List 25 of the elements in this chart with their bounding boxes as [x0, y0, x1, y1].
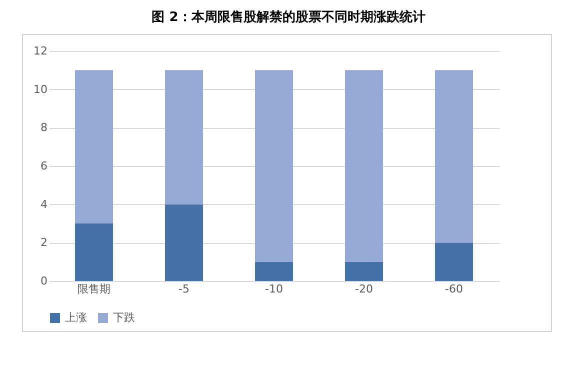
bar	[435, 70, 473, 243]
bar	[255, 262, 293, 281]
bar	[435, 242, 473, 281]
bar	[345, 70, 383, 262]
x-tick-label: -5	[178, 282, 190, 296]
legend-label: 下跌	[113, 311, 135, 324]
y-tick-label: 0	[40, 274, 48, 288]
x-tick-label: -60	[445, 282, 463, 296]
bar	[345, 262, 383, 281]
bar	[165, 70, 203, 204]
y-tick-label: 4	[40, 198, 48, 211]
chart-title: 图 2：本周限售股解禁的股票不同时期涨跌统计	[150, 8, 426, 27]
bar	[255, 70, 293, 262]
legend-label: 上涨	[65, 311, 87, 324]
bar	[75, 224, 113, 281]
y-tick-label: 6	[40, 160, 48, 172]
y-tick-label: 2	[40, 236, 48, 250]
y-tick-label: 10	[34, 82, 48, 96]
x-tick-label: 限售期	[78, 282, 110, 296]
bar	[165, 204, 203, 281]
bar	[75, 70, 113, 224]
y-tick-label: 12	[34, 44, 48, 58]
y-tick-label: 8	[40, 121, 48, 134]
x-tick-label: -10	[265, 282, 283, 296]
x-tick-label: -20	[355, 282, 373, 296]
